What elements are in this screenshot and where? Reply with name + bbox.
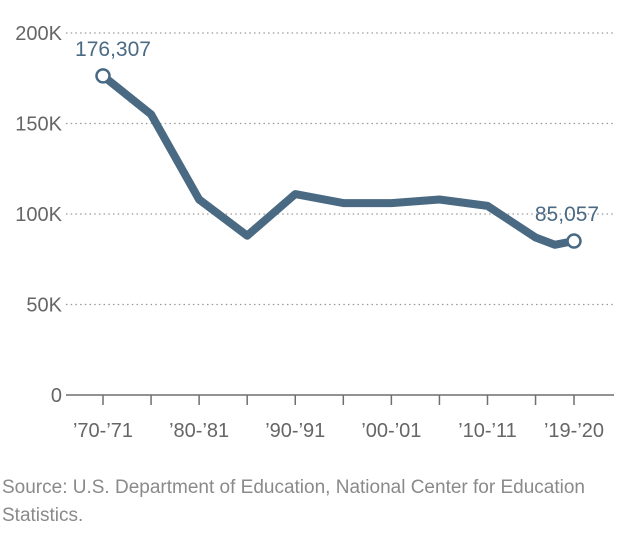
y-tick-label: 200K bbox=[15, 23, 62, 45]
y-axis-tick-labels: 0 50K 100K 150K 200K bbox=[15, 23, 62, 407]
x-tick-label: ’10-’11 bbox=[458, 420, 517, 442]
x-tick-label: ’80-’81 bbox=[169, 420, 229, 442]
y-tick-label: 0 bbox=[51, 385, 62, 407]
endpoint-marker bbox=[95, 68, 111, 84]
data-labels: 176,307 85,057 bbox=[75, 38, 599, 249]
x-tick-label: ’19-’20 bbox=[544, 420, 604, 442]
line-chart: 0 50K 100K 150K 200K ’70-’71 ’80-’81 ’90-’91 ’0… bbox=[15, 23, 614, 442]
x-tick-label: ’90-’91 bbox=[265, 420, 325, 442]
y-tick-label: 100K bbox=[15, 204, 62, 226]
y-tick-label: 50K bbox=[26, 295, 62, 317]
endpoint-marker bbox=[566, 233, 582, 249]
x-tick-label: ’70-’71 bbox=[73, 420, 133, 442]
series-line bbox=[99, 71, 578, 249]
data-label: 85,057 bbox=[535, 203, 599, 226]
y-tick-label: 150K bbox=[15, 114, 62, 136]
x-axis: ’70-’71 ’80-’81 ’90-’91 ’00-’01 ’10-’11 ’19-’… bbox=[73, 395, 604, 442]
series bbox=[99, 71, 578, 249]
source-note: Source: U.S. Department of Education, Na… bbox=[2, 477, 585, 526]
data-label: 176,307 bbox=[75, 38, 151, 61]
gridlines bbox=[66, 32, 614, 396]
x-tick-label: ’00-’01 bbox=[361, 420, 421, 442]
